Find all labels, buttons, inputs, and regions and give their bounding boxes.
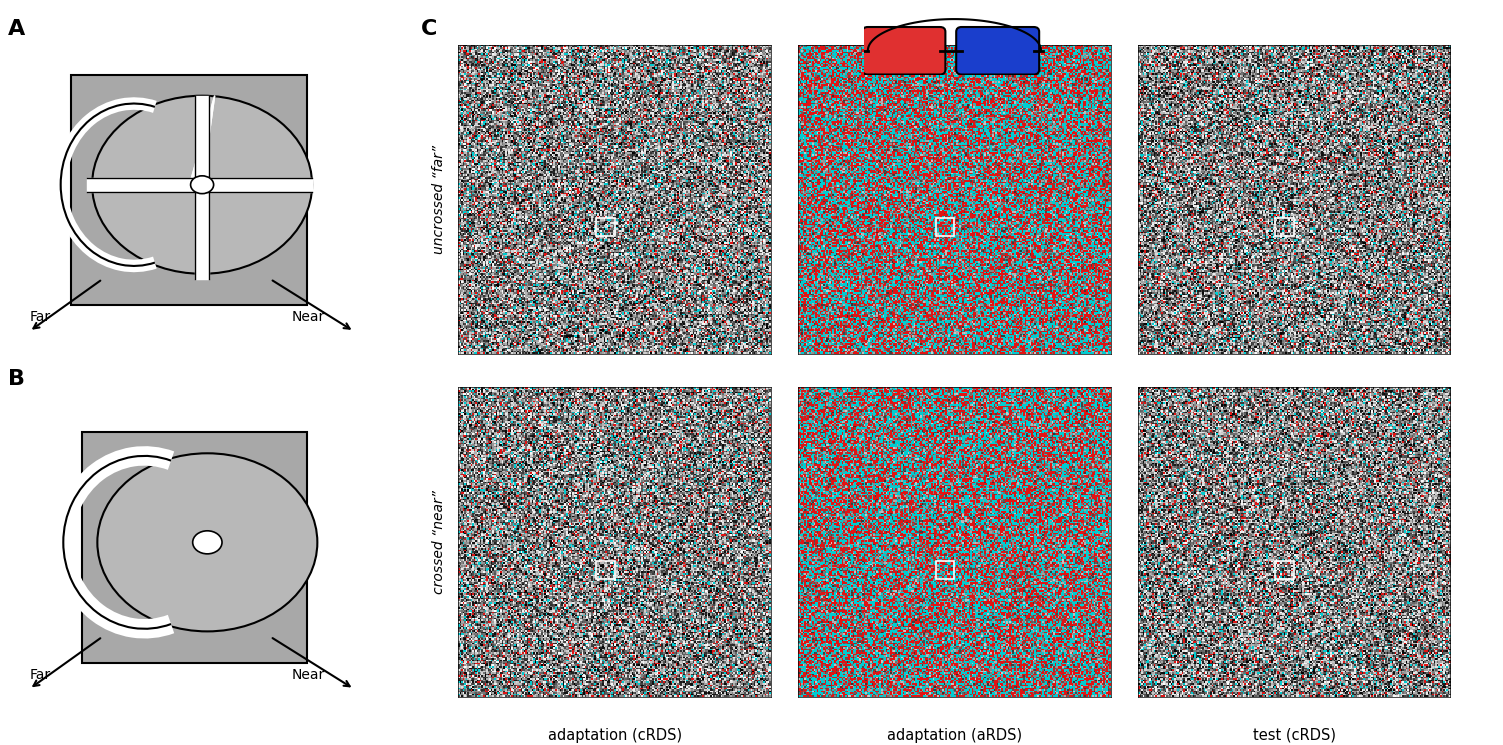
Text: test (cRDS): test (cRDS)	[1252, 728, 1336, 743]
Text: Far: Far	[29, 668, 51, 682]
Polygon shape	[87, 178, 201, 191]
Text: Far: Far	[29, 311, 51, 325]
Bar	[936, 218, 954, 236]
Text: adaptation (aRDS): adaptation (aRDS)	[887, 728, 1022, 743]
Bar	[597, 218, 615, 236]
Bar	[1276, 218, 1294, 236]
Text: adaptation (cRDS): adaptation (cRDS)	[547, 728, 682, 743]
Text: crossed “near”: crossed “near”	[433, 490, 446, 594]
Polygon shape	[189, 95, 215, 185]
Text: B: B	[8, 369, 24, 389]
Polygon shape	[189, 95, 215, 185]
Text: C: C	[421, 19, 437, 39]
Bar	[71, 74, 307, 305]
Polygon shape	[195, 95, 209, 185]
Polygon shape	[195, 185, 209, 279]
Ellipse shape	[192, 530, 222, 554]
FancyBboxPatch shape	[956, 27, 1039, 74]
Ellipse shape	[98, 453, 317, 632]
Text: uncrossed “far”: uncrossed “far”	[433, 145, 446, 254]
Bar	[1276, 560, 1294, 579]
Ellipse shape	[191, 176, 213, 194]
Text: A: A	[8, 19, 24, 39]
Bar	[81, 432, 307, 663]
Bar	[597, 560, 615, 579]
Text: Near: Near	[292, 668, 325, 682]
Bar	[936, 560, 954, 579]
Text: Near: Near	[292, 311, 325, 325]
FancyBboxPatch shape	[863, 27, 945, 74]
Ellipse shape	[92, 95, 313, 274]
Polygon shape	[201, 178, 313, 191]
